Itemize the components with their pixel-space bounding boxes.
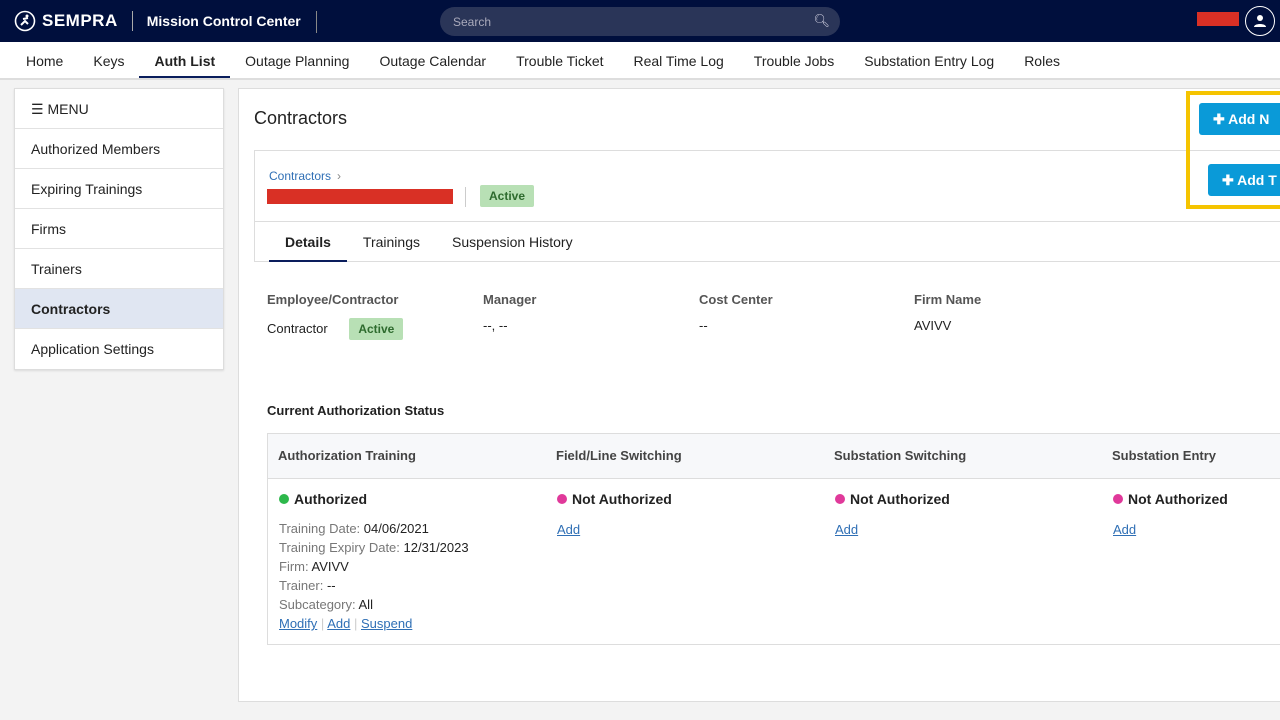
substation-switching-status: Not Authorized — [850, 491, 950, 507]
label: Subcategory: — [279, 597, 356, 612]
sidebar-item-authorized-members[interactable]: Authorized Members — [15, 129, 223, 169]
label: Firm: — [279, 559, 309, 574]
label-cost-center: Cost Center — [699, 292, 773, 307]
field-line-switching-status: Not Authorized — [572, 491, 672, 507]
substation-entry-status: Not Authorized — [1128, 491, 1228, 507]
top-header: SEMPRA Mission Control Center Search 🔍︎ — [0, 0, 1280, 42]
authorization-status: Authorized — [294, 491, 368, 507]
cost-center-value: -- — [699, 318, 708, 333]
column-header: Substation Switching — [834, 448, 967, 463]
brand-name: SEMPRA — [42, 11, 118, 30]
add-substation-switching-link[interactable]: Add — [835, 522, 859, 537]
page-title: Contractors — [254, 108, 348, 128]
breadcrumb-contractors[interactable]: Contractors — [269, 169, 332, 183]
not-authorized-dot-icon — [557, 494, 567, 504]
nav-roles[interactable]: Roles — [1024, 53, 1060, 69]
modify-link[interactable]: Modify — [279, 616, 318, 631]
nav-auth-list[interactable]: Auth List — [139, 42, 231, 78]
label: Training Date: — [279, 521, 361, 536]
breadcrumb: Contractors › — [269, 169, 341, 183]
manager-value: --, -- — [483, 318, 508, 333]
label: Training Expiry Date: — [279, 540, 400, 555]
add-training-button[interactable]: ✚ Add T — [1208, 164, 1280, 196]
add-new-label: Add N — [1228, 111, 1270, 127]
tab-trainings[interactable]: Trainings — [362, 234, 420, 250]
add-training-label: Add T — [1237, 172, 1277, 188]
nav-real-time-log[interactable]: Real Time Log — [633, 53, 724, 69]
chevron-right-icon: › — [337, 169, 342, 183]
add-field-line-switching-link[interactable]: Add — [557, 522, 581, 537]
search-input[interactable]: Search 🔍︎ — [440, 7, 840, 36]
column-header: Substation Entry — [1112, 448, 1217, 463]
plus-icon: ✚ — [1222, 172, 1234, 188]
column-header: Authorization Training — [278, 448, 416, 463]
main-panel: Contractors Contractors › Active Details … — [238, 88, 1280, 702]
sidebar-item-firms[interactable]: Firms — [15, 209, 223, 249]
tab-details[interactable]: Details — [269, 222, 347, 262]
user-avatar[interactable] — [1245, 6, 1275, 36]
suspend-link[interactable]: Suspend — [361, 616, 413, 631]
nav-home[interactable]: Home — [26, 53, 64, 69]
sempra-logo[interactable]: SEMPRA Mission Control Center — [14, 10, 301, 32]
sidebar-item-contractors[interactable]: Contractors — [15, 289, 223, 329]
label-manager: Manager — [483, 292, 537, 307]
menu-toggle[interactable]: ☰ MENU — [15, 89, 223, 129]
nav-outage-calendar[interactable]: Outage Calendar — [379, 53, 487, 69]
tabs: Details Trainings Suspension History — [255, 221, 1280, 262]
search-icon[interactable]: 🔍︎ — [813, 13, 830, 28]
hamburger-icon: ☰ — [31, 101, 44, 117]
menu-label: MENU — [47, 101, 89, 117]
sidebar: ☰ MENU Authorized Members Expiring Train… — [14, 88, 224, 370]
highlight-box — [1186, 91, 1280, 209]
employee-type: Contractor — [267, 321, 328, 336]
nav-trouble-jobs[interactable]: Trouble Jobs — [753, 53, 835, 69]
nav-substation-entry-log[interactable]: Substation Entry Log — [864, 53, 995, 69]
training-expiry-date: 12/31/2023 — [403, 540, 469, 555]
search-placeholder: Search — [453, 15, 492, 29]
firm-name-value: AVIVV — [914, 318, 952, 333]
subcategory-value: All — [358, 597, 373, 612]
add-new-button[interactable]: ✚ Add N — [1199, 103, 1280, 135]
not-authorized-dot-icon — [835, 494, 845, 504]
status-badge: Active — [480, 185, 535, 207]
training-date: 04/06/2021 — [363, 521, 429, 536]
not-authorized-dot-icon — [1113, 494, 1123, 504]
main-nav: Home Keys Auth List Outage Planning Outa… — [0, 42, 1280, 80]
sidebar-item-application-settings[interactable]: Application Settings — [31, 341, 154, 357]
label-firm-name: Firm Name — [914, 292, 982, 307]
tab-suspension-history[interactable]: Suspension History — [451, 234, 573, 250]
firm-value: AVIVV — [311, 559, 349, 574]
label-employee-contractor: Employee/Contractor — [267, 292, 399, 307]
section-title: Current Authorization Status — [267, 403, 445, 418]
authorized-status-dot-icon — [279, 494, 289, 504]
contractor-card: Contractors › Active Details Trainings Su… — [254, 150, 1280, 262]
employee-status-badge: Active — [349, 318, 404, 340]
nav-keys[interactable]: Keys — [93, 53, 125, 69]
label: Trainer: — [279, 578, 324, 593]
authorization-table: Authorization Training Field/Line Switch… — [267, 433, 1280, 645]
nav-trouble-ticket[interactable]: Trouble Ticket — [516, 53, 604, 69]
redacted-contractor-name — [267, 189, 453, 204]
app-title: Mission Control Center — [146, 13, 301, 29]
redacted-user-name — [1197, 12, 1239, 26]
column-header: Field/Line Switching — [556, 448, 682, 463]
divider — [316, 11, 317, 33]
trainer-value: -- — [326, 578, 336, 593]
sidebar-item-expiring-trainings[interactable]: Expiring Trainings — [15, 169, 223, 209]
sidebar-item-trainers[interactable]: Trainers — [15, 249, 223, 289]
user-icon — [1254, 15, 1266, 27]
nav-outage-planning[interactable]: Outage Planning — [245, 53, 350, 69]
add-link[interactable]: Add — [327, 616, 351, 631]
add-substation-entry-link[interactable]: Add — [1113, 522, 1137, 537]
sempra-logo-icon — [14, 10, 36, 32]
plus-icon: ✚ — [1213, 111, 1225, 127]
